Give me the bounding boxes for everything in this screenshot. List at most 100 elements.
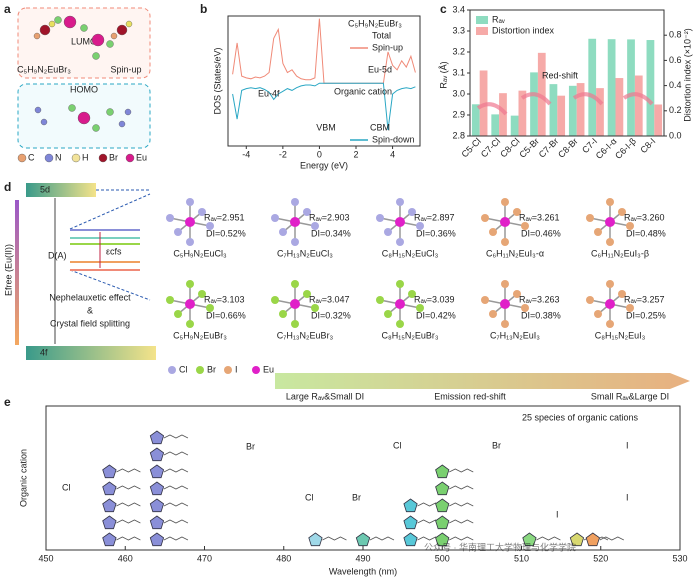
ligand [489, 228, 497, 236]
annotation: VBM [316, 122, 336, 132]
x-tick-label: 480 [276, 553, 291, 563]
da-label: D(A) [48, 250, 67, 260]
atom [40, 118, 48, 126]
compound-name: C₅H₉N₂EuCl₃ [173, 248, 227, 258]
cation-icon [403, 498, 418, 513]
bar [576, 83, 585, 136]
y-tick-label: 3.1 [452, 67, 465, 77]
y-tick-label: 3.0 [452, 88, 465, 98]
compound-name: C₇H₁₃N₂EuI₃ [490, 330, 540, 340]
x-tick-label: -2 [279, 149, 287, 159]
bar [537, 52, 546, 137]
y-tick-label: 3.4 [452, 4, 465, 14]
alkyl-chain [116, 519, 141, 524]
ligand [416, 304, 424, 312]
cation-icon [585, 532, 600, 547]
panel-label: a [4, 2, 11, 16]
halide-label: Cl [305, 492, 314, 502]
formula: C₅H₉N₂EuBr₃ [17, 64, 71, 74]
x-tick-label: C7-Br [537, 136, 561, 160]
ligand [513, 208, 521, 216]
di-label: DI=0.66% [206, 310, 246, 320]
ligand [271, 214, 279, 222]
ligand [489, 310, 497, 318]
alkyl-chain [449, 468, 474, 473]
rav-label: Rₐᵥ=3.257 [624, 294, 665, 304]
bar [588, 38, 597, 136]
cation-icon [403, 515, 418, 530]
di-label: DI=0.42% [416, 310, 456, 320]
atom [125, 153, 135, 163]
bar [615, 78, 624, 136]
halide-label: Br [492, 440, 501, 450]
alkyl-chain [116, 536, 141, 541]
bar [518, 90, 527, 136]
atom [80, 24, 88, 32]
atom [98, 153, 108, 163]
legend-label: N [55, 152, 62, 162]
atom [54, 16, 62, 24]
x-tick-label: C5-Br [517, 136, 541, 160]
redshift-arrow [275, 373, 690, 389]
alkyl-chain [322, 536, 347, 541]
alkyl-chain [449, 485, 474, 490]
alkyl-chain [116, 502, 141, 507]
ligand [311, 222, 319, 230]
ligand [606, 320, 614, 328]
eu-atom [605, 299, 615, 309]
atom [110, 32, 118, 40]
rav-label: Rₐᵥ=3.261 [519, 212, 560, 222]
atom [116, 24, 128, 36]
halide-label: Br [352, 492, 361, 502]
x-tick-label: 490 [355, 553, 370, 563]
ligand [396, 280, 404, 288]
chart-title: 25 species of organic cations [522, 412, 639, 422]
trend-arrow [572, 92, 604, 106]
legend-title: Total [372, 30, 391, 40]
atom [91, 33, 105, 47]
alkyl-chain [116, 485, 141, 490]
efree-label: Efree (Eu(II)) [3, 244, 13, 296]
di-label: DI=0.48% [626, 228, 666, 238]
ligand [586, 214, 594, 222]
x-tick-label: C7-Cl [479, 136, 502, 159]
rav-label: Rₐᵥ=3.047 [309, 294, 350, 304]
halide-label: Br [246, 441, 255, 451]
ligand [186, 198, 194, 206]
atom [48, 20, 56, 28]
alkyl-chain [449, 536, 474, 541]
ligand [606, 238, 614, 246]
ligand [408, 208, 416, 216]
bar [491, 114, 500, 136]
level-4f [26, 346, 156, 360]
x-tick-label: -4 [242, 149, 250, 159]
ligand [521, 304, 529, 312]
rav-label: Rₐᵥ=3.260 [624, 212, 665, 222]
ligand [186, 238, 194, 246]
x-tick-label: 4 [390, 149, 395, 159]
legend-swatch [476, 27, 488, 35]
bar [627, 39, 635, 136]
bar [557, 95, 566, 136]
eu-atom [290, 299, 300, 309]
bar [471, 104, 480, 136]
spin-label: Spin-up [110, 64, 141, 74]
ligand [416, 222, 424, 230]
ligand [166, 214, 174, 222]
ligand [291, 198, 299, 206]
annotation: CBM [370, 122, 390, 132]
effect-label: & [87, 305, 93, 315]
di-label: DI=0.36% [416, 228, 456, 238]
x-label: Energy (eV) [300, 160, 348, 170]
y2-label: Distortion index (×10⁻²) [682, 28, 692, 122]
bar [499, 93, 507, 136]
panel-label: c [440, 2, 447, 16]
ligand [481, 214, 489, 222]
atom [124, 108, 132, 116]
atom [118, 120, 126, 128]
alkyl-chain [116, 468, 141, 473]
cation-icon [435, 464, 450, 479]
ligand [303, 208, 311, 216]
cation-icon [149, 515, 165, 530]
y-label: DOS (States/eV) [212, 47, 222, 114]
